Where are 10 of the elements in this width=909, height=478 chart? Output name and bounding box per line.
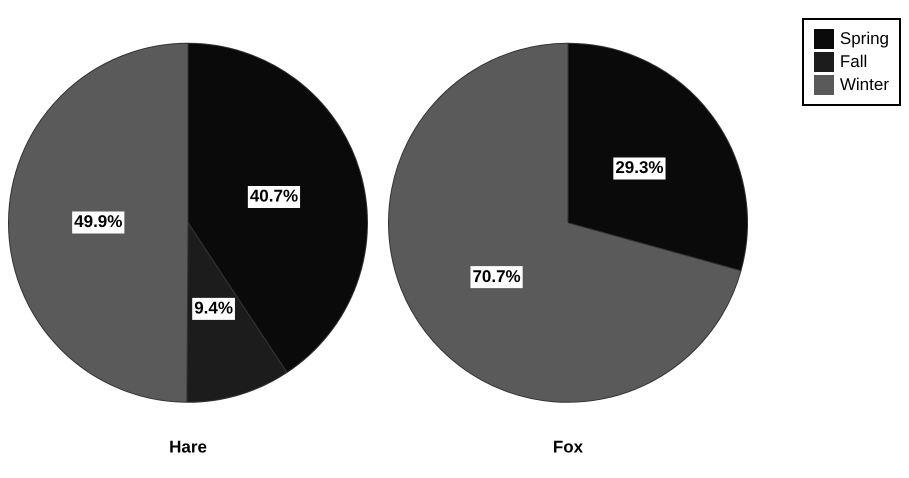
data-label: 40.7%	[250, 186, 298, 206]
data-label: 70.7%	[472, 266, 521, 286]
data-label: 49.9%	[74, 212, 122, 232]
legend-label: Winter	[840, 75, 889, 95]
legend-label: Fall	[840, 52, 868, 72]
data-label: 29.3%	[615, 158, 664, 178]
data-label: 9.4%	[194, 298, 233, 318]
text: Fox	[552, 437, 584, 456]
text: Hare	[169, 437, 207, 456]
legend-label: Spring	[840, 29, 889, 49]
